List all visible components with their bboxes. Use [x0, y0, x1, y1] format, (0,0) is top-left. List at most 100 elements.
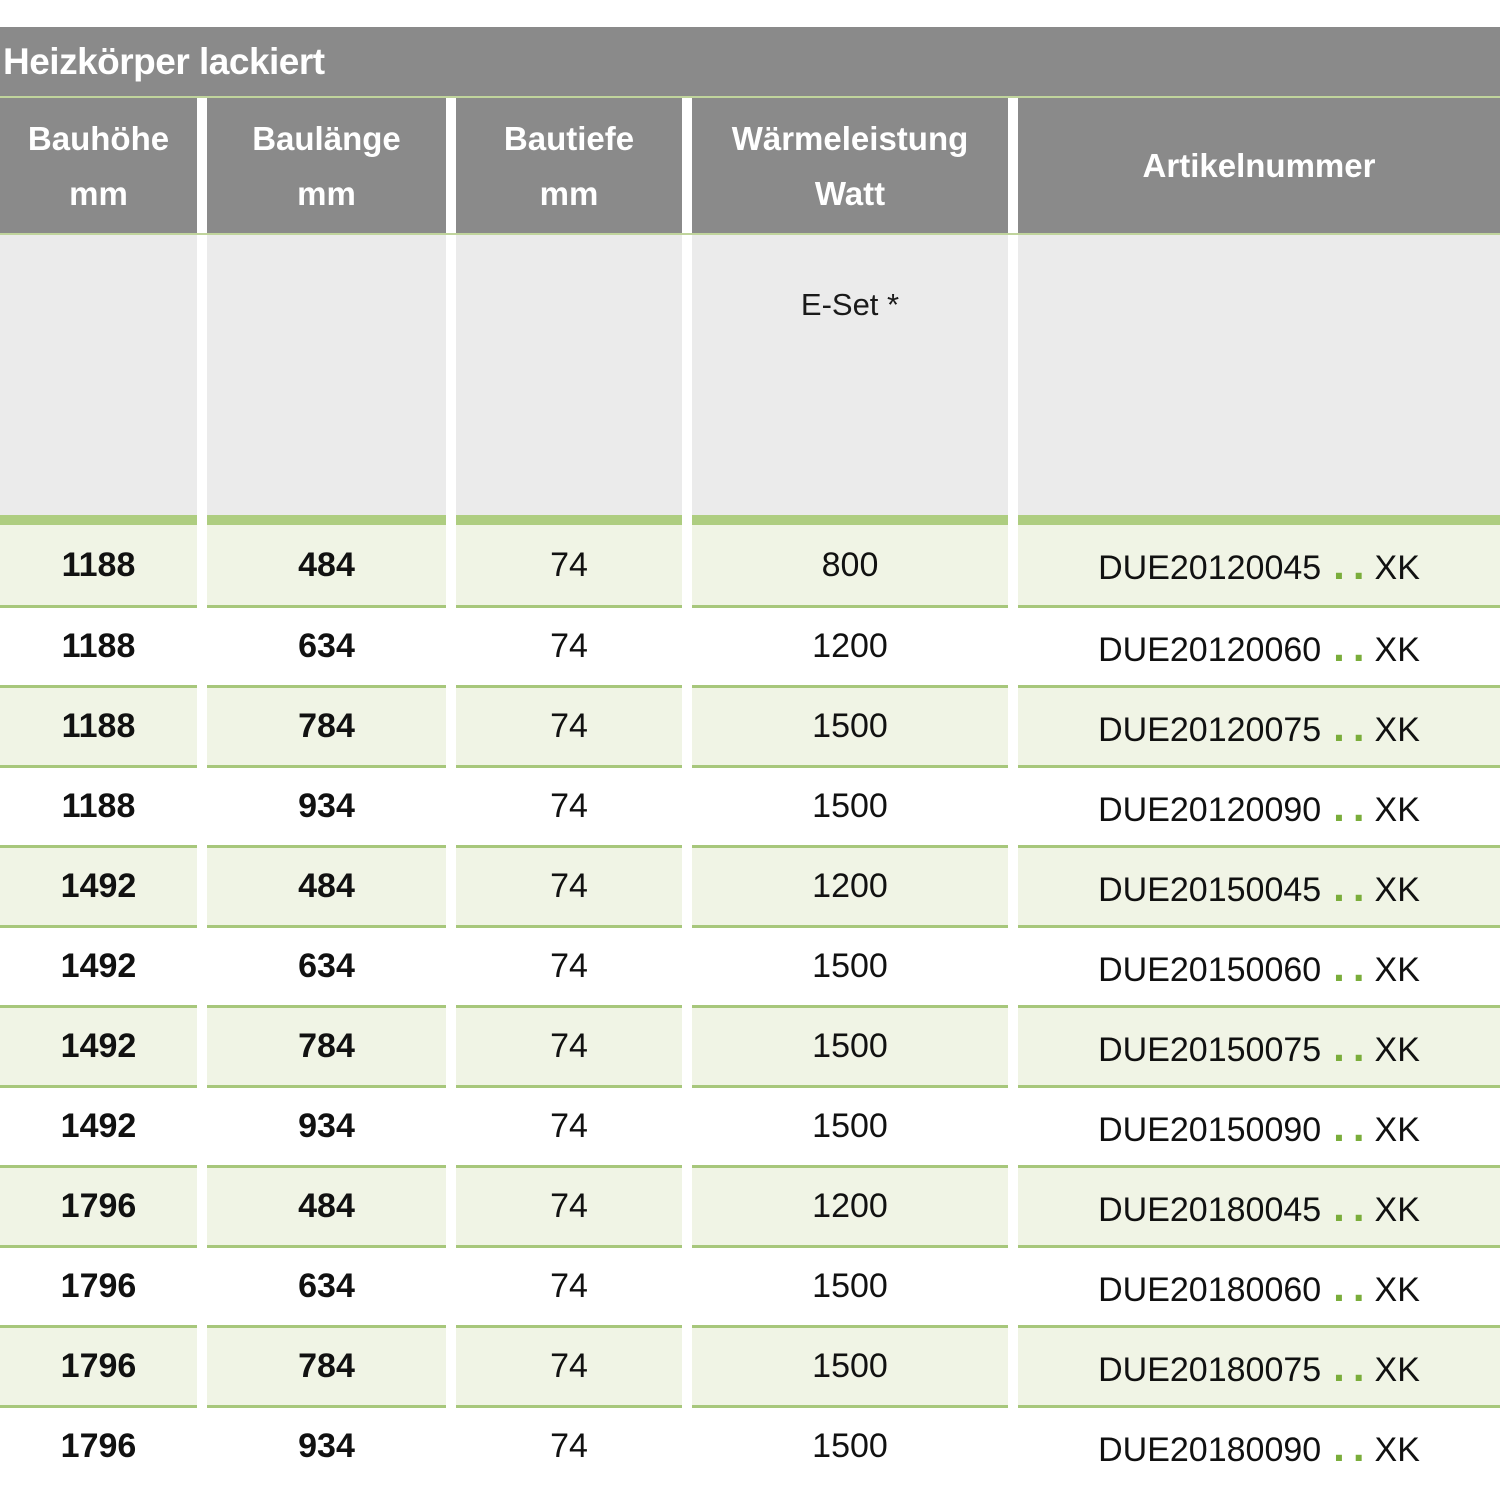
- cell-baulaenge: 784: [207, 1325, 446, 1405]
- cell-bautiefe: 74: [456, 1325, 682, 1405]
- waermeleistung-value: 1500: [812, 707, 888, 745]
- cell-bauhoehe: 1492: [0, 845, 197, 925]
- cell-baulaenge: 634: [207, 605, 446, 685]
- subheader-cell-eset: E-Set *: [692, 235, 1008, 515]
- cell-bauhoehe: 1796: [0, 1165, 197, 1245]
- cell-artikelnummer: DUE20120090 ..XK: [1018, 765, 1500, 845]
- baulaenge-value: 784: [298, 1027, 355, 1065]
- cell-artikelnummer: DUE20150045 ..XK: [1018, 845, 1500, 925]
- cell-baulaenge: 934: [207, 1405, 446, 1485]
- placeholder-dots: ..: [1333, 942, 1373, 990]
- cell-artikelnummer: DUE20120045 ..XK: [1018, 525, 1500, 605]
- cell-bauhoehe: 1188: [0, 525, 197, 605]
- bauhoehe-value: 1492: [60, 1107, 137, 1145]
- artikelnummer-suffix: XK: [1374, 1110, 1420, 1149]
- artikelnummer-suffix: XK: [1374, 950, 1420, 989]
- cell-waermeleistung: 1500: [692, 685, 1008, 765]
- cell-bauhoehe: 1492: [0, 1085, 197, 1165]
- baulaenge-value: 934: [298, 1427, 355, 1465]
- subheader-cell-bauhoehe: [0, 235, 197, 515]
- placeholder-dots: ..: [1333, 1102, 1373, 1150]
- bautiefe-value: 74: [550, 1427, 588, 1465]
- baulaenge-value: 484: [298, 867, 355, 905]
- waermeleistung-value: 1500: [812, 1427, 888, 1465]
- artikelnummer-prefix: DUE20180060: [1098, 1270, 1322, 1309]
- bauhoehe-value: 1188: [61, 627, 136, 665]
- waermeleistung-value: 1500: [812, 1267, 888, 1305]
- artikelnummer-prefix: DUE20120090: [1098, 790, 1322, 829]
- placeholder-dots: ..: [1333, 782, 1373, 830]
- column-header-artikelnummer: Artikelnummer: [1018, 98, 1500, 233]
- bauhoehe-value: 1188: [61, 787, 136, 825]
- cell-waermeleistung: 1200: [692, 1165, 1008, 1245]
- cell-bauhoehe: 1188: [0, 765, 197, 845]
- cell-bautiefe: 74: [456, 685, 682, 765]
- cell-baulaenge: 934: [207, 765, 446, 845]
- bautiefe-value: 74: [550, 1027, 588, 1065]
- cell-baulaenge: 484: [207, 525, 446, 605]
- artikelnummer-value: DUE20120090 ..XK: [1098, 783, 1420, 831]
- artikelnummer-value: DUE20180075 ..XK: [1098, 1343, 1420, 1391]
- column-header-unit: mm: [69, 174, 128, 212]
- cell-waermeleistung: 800: [692, 525, 1008, 605]
- cell-baulaenge: 784: [207, 1005, 446, 1085]
- cell-artikelnummer: DUE20150090 ..XK: [1018, 1085, 1500, 1165]
- baulaenge-value: 634: [298, 627, 355, 665]
- bauhoehe-value: 1796: [60, 1427, 137, 1465]
- cell-waermeleistung: 1500: [692, 1005, 1008, 1085]
- cell-baulaenge: 634: [207, 925, 446, 1005]
- artikelnummer-prefix: DUE20180090: [1098, 1430, 1322, 1469]
- cell-bautiefe: 74: [456, 765, 682, 845]
- baulaenge-value: 634: [298, 1267, 355, 1305]
- table-title-bar: Heizkörper lackiert: [0, 27, 1500, 98]
- artikelnummer-prefix: DUE20120045: [1098, 549, 1322, 587]
- cell-artikelnummer: DUE20180090 ..XK: [1018, 1405, 1500, 1485]
- artikelnummer-suffix: XK: [1374, 1030, 1420, 1069]
- bautiefe-value: 74: [550, 947, 588, 985]
- waermeleistung-value: 1500: [812, 947, 888, 985]
- artikelnummer-value: DUE20120060 ..XK: [1098, 623, 1420, 671]
- column-header-bautiefe: Bautiefe mm: [456, 98, 682, 233]
- column-header-label: Wärmeleistung: [731, 119, 969, 157]
- bautiefe-value: 74: [550, 1347, 588, 1385]
- cell-bauhoehe: 1796: [0, 1405, 197, 1485]
- column-header-label: Artikelnummer: [1142, 147, 1376, 184]
- cell-artikelnummer: DUE20150060 ..XK: [1018, 925, 1500, 1005]
- cell-bauhoehe: 1796: [0, 1245, 197, 1325]
- cell-waermeleistung: 1500: [692, 1325, 1008, 1405]
- artikelnummer-value: DUE20180060 ..XK: [1098, 1263, 1420, 1311]
- artikelnummer-suffix: XK: [1374, 549, 1420, 587]
- subheader-cell-baulaenge: [207, 235, 446, 515]
- cell-waermeleistung: 1500: [692, 1405, 1008, 1485]
- table-body: E-Set * 1188 484 74 800 DUE20120045 ..XK …: [0, 235, 1500, 1485]
- cell-waermeleistung: 1200: [692, 605, 1008, 685]
- artikelnummer-prefix: DUE20120060: [1098, 630, 1322, 669]
- column-header-unit: mm: [297, 174, 356, 212]
- artikelnummer-suffix: XK: [1374, 710, 1420, 749]
- artikelnummer-prefix: DUE20150045: [1098, 870, 1322, 909]
- subheader-cell-bautiefe: [456, 235, 682, 515]
- baulaenge-value: 484: [298, 545, 355, 584]
- column-header-unit: mm: [539, 174, 599, 212]
- cell-artikelnummer: DUE20150075 ..XK: [1018, 1005, 1500, 1085]
- top-margin: [0, 0, 1500, 27]
- baulaenge-value: 934: [298, 1107, 355, 1145]
- eset-label: E-Set *: [800, 287, 900, 322]
- cell-bautiefe: 74: [456, 925, 682, 1005]
- cell-artikelnummer: DUE20180045 ..XK: [1018, 1165, 1500, 1245]
- column-header-label: Bautiefe: [503, 119, 635, 157]
- artikelnummer-prefix: DUE20120075: [1098, 710, 1322, 749]
- bauhoehe-value: 1492: [60, 867, 137, 905]
- green-bar-segment: [692, 515, 1008, 525]
- waermeleistung-value: 800: [821, 545, 879, 584]
- baulaenge-value: 484: [298, 1187, 355, 1225]
- baulaenge-value: 784: [298, 1347, 355, 1385]
- artikelnummer-prefix: DUE20180045: [1098, 1190, 1322, 1229]
- header-divider-line: [0, 233, 1500, 235]
- cell-bautiefe: 74: [456, 1245, 682, 1325]
- green-bar-segment: [207, 515, 446, 525]
- cell-artikelnummer: DUE20120060 ..XK: [1018, 605, 1500, 685]
- baulaenge-value: 934: [298, 787, 355, 825]
- artikelnummer-suffix: XK: [1374, 630, 1420, 669]
- artikelnummer-prefix: DUE20150090: [1098, 1110, 1322, 1149]
